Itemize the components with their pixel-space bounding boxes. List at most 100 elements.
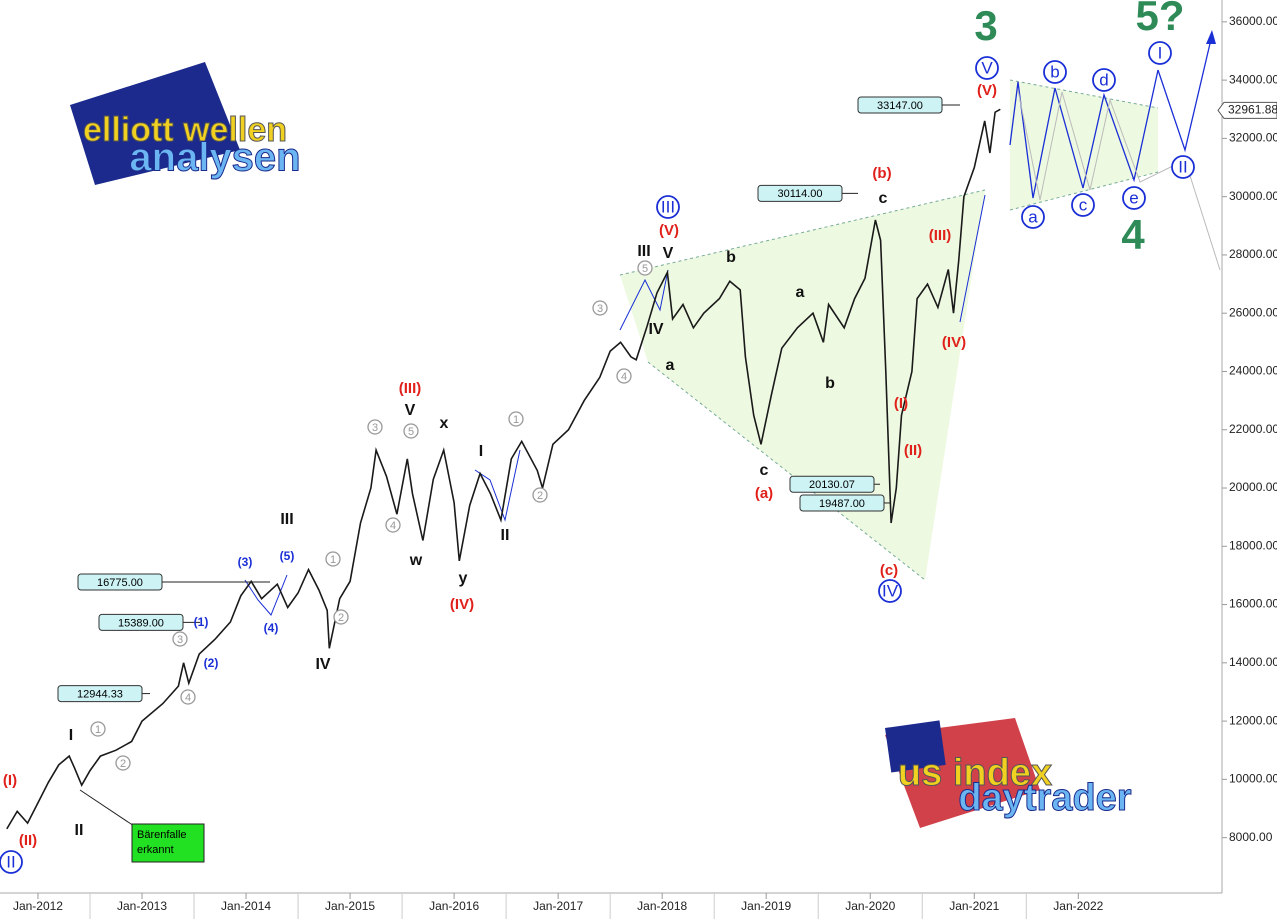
note-text: Bärenfalle xyxy=(137,829,187,841)
wave-label: II xyxy=(1178,157,1187,176)
x-tick-label: Jan-2020 xyxy=(845,899,895,913)
note-box xyxy=(131,823,205,863)
wave-label: a xyxy=(1028,207,1038,226)
price-box-label: 15389.00 xyxy=(118,617,164,629)
wave-line xyxy=(619,269,669,331)
wave-line xyxy=(244,574,288,616)
wave-label: V xyxy=(405,402,416,419)
wave-label: (IV) xyxy=(942,334,966,351)
wave-line xyxy=(959,194,986,323)
wave-label: I xyxy=(69,727,73,744)
logo-text: elliott wellen xyxy=(83,111,287,149)
logo-elliott: elliott wellen analysen xyxy=(70,62,301,185)
x-tick-label: Jan-2019 xyxy=(741,899,791,913)
y-tick-label: 32000.00 xyxy=(1229,131,1277,145)
flag xyxy=(70,62,240,185)
wave-label: 3 xyxy=(372,422,378,434)
wave-circle xyxy=(1122,186,1146,210)
logo-text: daytrader xyxy=(958,777,1131,819)
y-tick-label: 36000.00 xyxy=(1229,14,1277,28)
x-tick-label: Jan-2015 xyxy=(325,899,375,913)
wave-label: a xyxy=(666,357,675,374)
triangle-zone xyxy=(620,190,985,580)
wave-label: (V) xyxy=(659,222,679,239)
wave-circle xyxy=(975,56,999,80)
wave-label: I xyxy=(479,443,483,460)
triangle-zone xyxy=(1010,80,1158,210)
wave-circle xyxy=(115,755,131,771)
x-tick-label: Jan-2021 xyxy=(949,899,999,913)
price-box xyxy=(789,475,875,493)
wave-label: 5? xyxy=(1135,0,1184,39)
wave-line xyxy=(474,449,521,522)
wave-label: w xyxy=(409,552,423,569)
price-box-label: 30114.00 xyxy=(777,188,822,200)
wave-label: (II) xyxy=(904,442,922,459)
x-tick-label: Jan-2017 xyxy=(533,899,583,913)
price-box xyxy=(757,184,843,202)
wave-label: IV xyxy=(648,321,663,338)
price-box xyxy=(857,96,943,114)
wave-circle xyxy=(616,368,632,384)
x-tick-label: Jan-2018 xyxy=(637,899,687,913)
wave-circle xyxy=(325,551,341,567)
y-tick-label: 16000.00 xyxy=(1229,597,1277,611)
wave-circle xyxy=(367,419,383,435)
wave-label: 3 xyxy=(597,303,603,315)
wave-label: c xyxy=(879,190,888,207)
wave-label: IV xyxy=(882,581,899,600)
wave-label: 2 xyxy=(537,490,543,502)
y-tick-label: 30000.00 xyxy=(1229,189,1277,203)
wave-circle xyxy=(403,423,419,439)
price-box-label: 20130.07 xyxy=(809,479,855,491)
wave-label: III xyxy=(637,243,650,260)
wave-label: IV xyxy=(315,656,330,673)
wave-circle xyxy=(532,487,548,503)
wave-circle xyxy=(385,517,401,533)
logo-text: us index xyxy=(898,752,1052,794)
last-price-label: 32961.88 xyxy=(1228,103,1277,117)
wave-label: 5 xyxy=(642,263,648,275)
x-tick-label: Jan-2013 xyxy=(117,899,167,913)
wave-label: (a) xyxy=(755,485,773,502)
wave-label: II xyxy=(501,527,510,544)
x-tick-label: Jan-2016 xyxy=(429,899,479,913)
y-tick-label: 10000.00 xyxy=(1229,772,1277,786)
wave-label: 4 xyxy=(1121,211,1145,258)
y-tick-label: 34000.00 xyxy=(1229,72,1277,86)
wave-label: a xyxy=(796,284,805,301)
y-tick-label: 14000.00 xyxy=(1229,655,1277,669)
wave-circle xyxy=(172,631,188,647)
price-box xyxy=(77,573,163,591)
last-price-tag xyxy=(1217,101,1277,119)
wave-circle xyxy=(637,260,653,276)
wave-label: 2 xyxy=(120,758,126,770)
logo-daytrader: us index daytrader xyxy=(885,718,1132,828)
wave-circle xyxy=(1171,155,1195,179)
y-tick-label: 12000.00 xyxy=(1229,713,1277,727)
x-tick-label: Jan-2012 xyxy=(13,899,63,913)
wave-label: (V) xyxy=(977,82,997,99)
wave-label: (IV) xyxy=(450,596,474,613)
price-box-label: 19487.00 xyxy=(819,498,865,510)
wave-circle xyxy=(1043,60,1067,84)
note-text: erkannt xyxy=(137,844,174,856)
y-tick-label: 20000.00 xyxy=(1229,480,1277,494)
y-tick-label: 28000.00 xyxy=(1229,247,1277,261)
price-box xyxy=(98,613,184,631)
wave-label: (c) xyxy=(880,562,898,579)
price-box xyxy=(799,494,885,512)
wave-circle xyxy=(1148,41,1172,65)
wave-label: 1 xyxy=(95,724,101,736)
wave-label: (b) xyxy=(872,165,891,182)
wave-circle xyxy=(1071,193,1095,217)
wave-label: (I) xyxy=(894,395,908,412)
wave-label: II xyxy=(6,852,15,871)
price-line xyxy=(6,108,1001,830)
wave-label: 2 xyxy=(338,612,344,624)
wave-label: b xyxy=(1050,62,1059,81)
y-tick-label: 8000.00 xyxy=(1229,830,1273,844)
note-pointer xyxy=(79,789,141,831)
projection xyxy=(1157,34,1213,153)
